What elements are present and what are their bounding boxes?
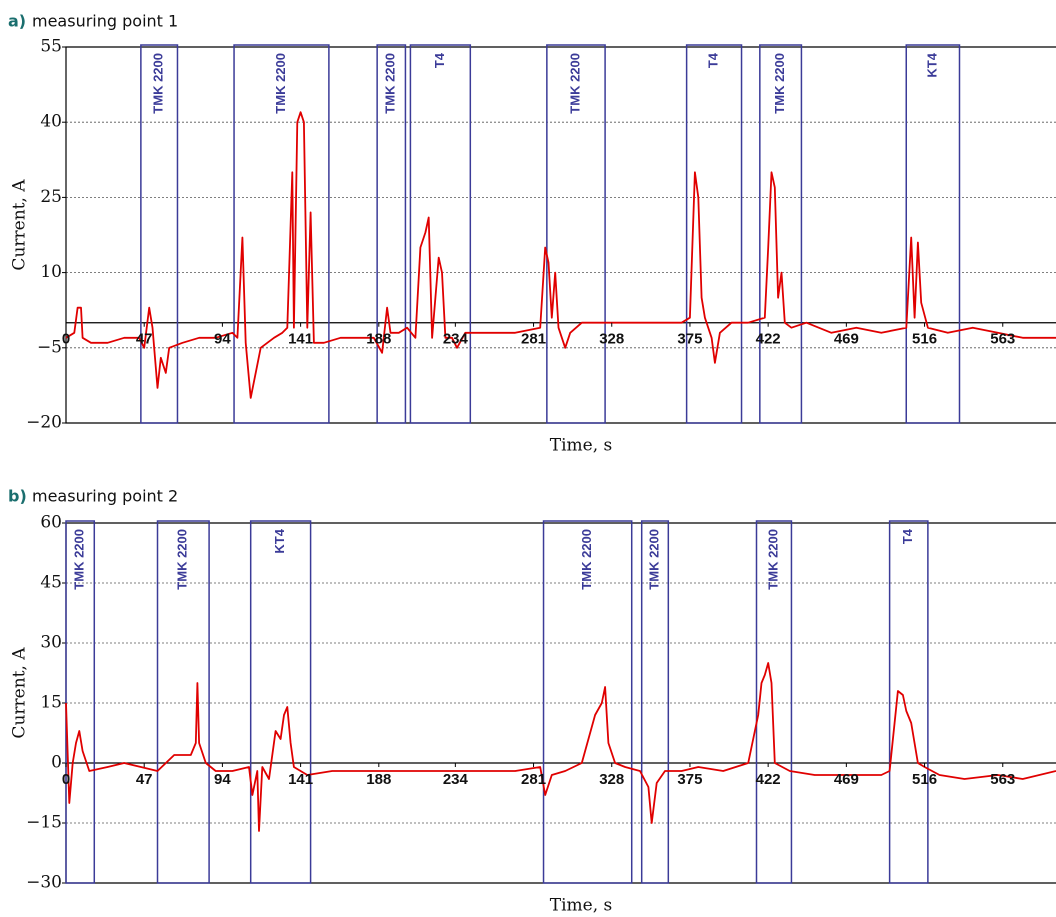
annotation-box	[376, 44, 407, 424]
annotation-box	[905, 44, 961, 424]
annotation-label: KT4	[924, 52, 939, 77]
annotation-label: KT4	[272, 528, 287, 553]
y-tick-label: −30	[26, 873, 62, 893]
y-tick-label: 25	[40, 187, 62, 207]
x-tick-label: 0	[62, 771, 70, 788]
y-tick-label: 55	[40, 37, 62, 57]
x-tick-label: 0	[62, 331, 70, 348]
annotation-label: TMK 2200	[151, 53, 166, 114]
x-tick-label: 234	[443, 331, 469, 348]
annotation-box	[65, 520, 96, 884]
x-axis-label: Time, s	[550, 896, 613, 916]
x-tick-label: 422	[756, 331, 781, 348]
y-tick-label: 15	[40, 693, 62, 713]
annotation-label: TMK 2200	[383, 53, 398, 114]
y-tick-label: −15	[26, 813, 62, 833]
annotation-box	[542, 520, 633, 884]
x-tick-label: 563	[990, 331, 1015, 348]
x-tick-label: 469	[834, 771, 859, 788]
annotation-label: T4	[900, 528, 915, 544]
x-tick-label: 47	[136, 331, 153, 348]
panel-label: a)	[8, 12, 26, 31]
annotation-label: T4	[706, 52, 721, 68]
x-tick-label: 516	[912, 331, 937, 348]
x-tick-label: 188	[366, 771, 391, 788]
x-tick-label: 469	[834, 331, 859, 348]
annotation-box	[156, 520, 210, 884]
x-tick-label: 141	[288, 771, 313, 788]
x-tick-label: 563	[990, 771, 1015, 788]
x-tick-label: 422	[756, 771, 781, 788]
x-tick-label: 375	[677, 771, 702, 788]
annotation-label: TMK 2200	[175, 529, 190, 590]
annotation-label: T4	[432, 52, 447, 68]
x-tick-label: 281	[521, 771, 546, 788]
panel-subtitle: measuring point 2	[32, 487, 178, 506]
annotation-box	[640, 520, 670, 884]
annotation-box	[755, 520, 793, 884]
y-tick-label: 30	[40, 633, 62, 653]
current-line	[65, 662, 1056, 832]
plot-frame	[65, 46, 1056, 424]
current-line	[65, 111, 1056, 399]
x-tick-label: 328	[599, 331, 624, 348]
annotation-box	[685, 44, 743, 424]
y-axis-label: Current, A	[10, 647, 30, 739]
annotation-label: TMK 2200	[579, 529, 594, 590]
y-tick-label: −20	[26, 413, 62, 433]
annotation-label: TMK 2200	[772, 53, 787, 114]
x-tick-label: 188	[366, 331, 391, 348]
annotation-box	[888, 520, 929, 884]
y-tick-label: 40	[40, 112, 62, 132]
x-tick-label: 94	[214, 331, 231, 348]
annotation-box	[409, 44, 472, 424]
panel-label: b)	[8, 487, 27, 506]
annotation-box	[233, 44, 330, 424]
annotation-box	[140, 44, 179, 424]
x-tick-label: 375	[677, 331, 702, 348]
y-tick-label: 0	[51, 753, 62, 773]
annotation-label: TMK 2200	[567, 53, 582, 114]
annotation-label: TMK 2200	[646, 529, 661, 590]
annotation-box	[759, 44, 803, 424]
y-tick-label: 60	[40, 513, 62, 533]
annotation-box	[546, 44, 606, 424]
x-tick-label: 47	[136, 771, 153, 788]
x-tick-label: 328	[599, 771, 624, 788]
annotation-box	[249, 520, 312, 884]
y-tick-label: 10	[40, 262, 62, 282]
x-tick-label: 141	[288, 331, 313, 348]
x-tick-label: 234	[443, 771, 469, 788]
annotation-label: TMK 2200	[765, 529, 780, 590]
annotation-label: TMK 2200	[273, 53, 288, 114]
x-tick-label: 281	[521, 331, 546, 348]
panel-subtitle: measuring point 1	[32, 12, 178, 31]
x-tick-label: 94	[214, 771, 231, 788]
x-axis-label: Time, s	[550, 436, 613, 456]
y-tick-label: 45	[40, 573, 62, 593]
y-axis-label: Current, A	[10, 179, 30, 271]
x-tick-label: 516	[912, 771, 937, 788]
y-tick-label: −5	[37, 337, 62, 357]
annotation-label: TMK 2200	[72, 529, 87, 590]
